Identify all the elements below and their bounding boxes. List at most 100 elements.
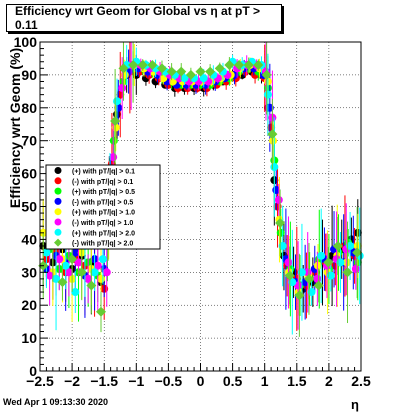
data-point <box>128 60 139 71</box>
x-axis-label: η <box>351 397 359 412</box>
y-tick-label: 60 <box>21 166 37 182</box>
data-point <box>42 248 51 257</box>
data-point <box>276 228 285 237</box>
data-point <box>224 60 235 71</box>
x-tick-label: −2.5 <box>26 373 54 389</box>
data-point <box>234 60 245 71</box>
y-tick-label: 40 <box>21 231 37 247</box>
x-tick-label: 1.5 <box>287 373 307 389</box>
x-tick-label: 0.5 <box>223 373 243 389</box>
data-point <box>71 248 80 257</box>
data-point <box>55 255 64 264</box>
data-point <box>147 60 158 71</box>
data-point <box>275 217 286 228</box>
data-point <box>45 271 54 280</box>
y-tick-label: 0 <box>29 363 37 379</box>
x-tick-label: −1 <box>128 373 144 389</box>
data-point <box>332 240 343 251</box>
data-point <box>137 60 148 71</box>
y-tick-label: 100 <box>14 34 38 50</box>
data-point <box>297 268 306 277</box>
legend-marker <box>54 187 62 195</box>
data-point <box>253 60 264 71</box>
data-point <box>336 258 345 267</box>
data-point <box>98 255 107 264</box>
data-point <box>180 74 189 83</box>
data-point <box>110 115 121 126</box>
y-tick-label: 20 <box>21 297 37 313</box>
data-point <box>199 74 208 83</box>
x-tick-label: −0.5 <box>155 373 183 389</box>
data-point <box>342 267 353 278</box>
data-point <box>118 63 129 74</box>
data-point <box>57 277 68 288</box>
data-point <box>326 271 335 280</box>
data-point <box>261 69 272 80</box>
data-point <box>352 247 363 258</box>
data-point <box>313 280 324 291</box>
data-point <box>317 251 326 260</box>
data-point <box>111 123 120 132</box>
legend-marker <box>54 177 62 185</box>
legend-marker <box>54 238 62 247</box>
y-tick-label: 30 <box>21 264 37 280</box>
legend-label: (-) with pT/|q| > 0.1 <box>72 179 133 186</box>
legend-marker <box>54 208 62 216</box>
data-point <box>114 103 123 112</box>
data-point <box>74 258 83 267</box>
legend-label: (+) with pT/|q| > 2.0 <box>72 230 135 237</box>
x-tick-label: 0 <box>197 373 205 389</box>
data-point <box>346 241 355 250</box>
legend-label: (-) with pT/|q| > 0.5 <box>72 199 133 206</box>
data-point <box>270 163 279 172</box>
data-point <box>176 66 187 77</box>
data-point <box>76 267 87 278</box>
data-point <box>109 136 118 145</box>
data-point <box>243 60 254 71</box>
legend-marker <box>54 218 62 226</box>
legend-label: (+) with pT/|q| > 1.0 <box>72 210 135 217</box>
data-point <box>205 66 216 77</box>
y-tick-label: 70 <box>21 133 37 149</box>
y-tick-label: 10 <box>21 330 37 346</box>
data-point <box>95 306 106 317</box>
data-point <box>118 84 127 93</box>
x-tick-label: 2 <box>325 373 333 389</box>
legend-label: (+) with pT/|q| > 0.1 <box>72 169 135 176</box>
data-point <box>52 274 61 283</box>
data-point <box>303 268 312 277</box>
legend-marker <box>54 167 62 174</box>
x-tick-label: 1 <box>261 373 269 389</box>
data-point <box>64 268 73 277</box>
legend-box <box>45 164 161 250</box>
legend-marker <box>54 197 62 205</box>
legend-label: (-) with pT/|q| > 1.0 <box>72 220 133 227</box>
y-tick-label: 80 <box>21 100 37 116</box>
data-point <box>303 273 314 284</box>
data-point <box>102 268 111 277</box>
data-point <box>307 288 316 297</box>
data-point <box>93 261 102 270</box>
data-point <box>195 66 206 77</box>
x-tick-label: −1.5 <box>90 373 118 389</box>
data-point <box>67 254 78 265</box>
data-point <box>294 290 305 301</box>
legend-label: (-) with pT/|q| > 2.0 <box>72 241 133 248</box>
legend-label: (+) with pT/|q| > 0.5 <box>72 189 135 196</box>
x-tick-label: 2.5 <box>351 373 371 389</box>
data-point <box>61 261 70 270</box>
data-point <box>214 63 225 74</box>
data-point <box>86 280 97 291</box>
data-point <box>113 97 122 106</box>
data-point <box>313 274 322 283</box>
data-point <box>156 63 167 74</box>
data-point <box>288 278 297 287</box>
data-point <box>351 265 360 274</box>
legend-marker <box>54 228 62 236</box>
data-point <box>71 288 80 297</box>
data-point <box>166 66 177 77</box>
x-tick-label: −2 <box>64 373 80 389</box>
data-point <box>342 258 351 267</box>
data-point <box>185 69 196 80</box>
